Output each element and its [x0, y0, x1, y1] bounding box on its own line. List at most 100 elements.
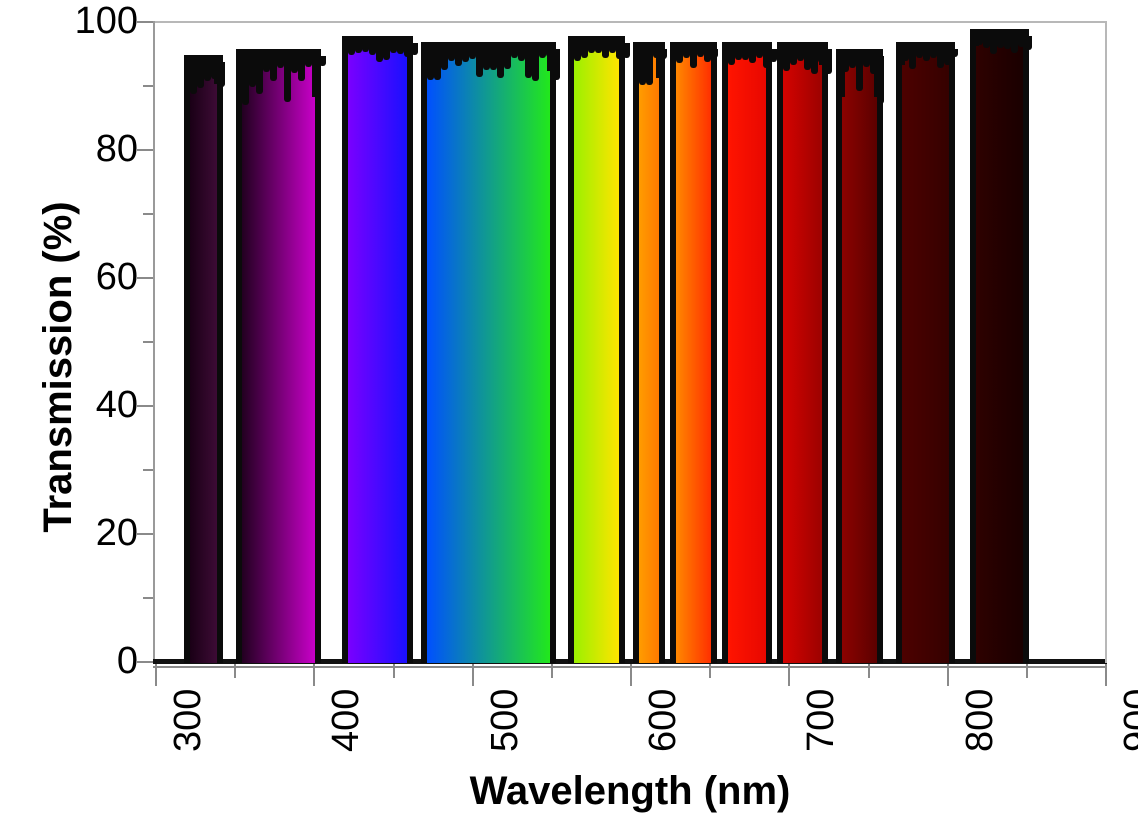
plot-area — [155, 21, 1107, 663]
band-top-ripple — [930, 49, 937, 59]
band-top-ripple — [855, 55, 863, 91]
x-minor-tick-350 — [234, 664, 237, 678]
band-top-ripple — [189, 62, 197, 94]
x-major-tick-400 — [313, 664, 316, 686]
band-top-ripple — [983, 36, 991, 49]
x-tick-label-600: 600 — [642, 688, 684, 752]
band-top-ripple — [937, 49, 944, 68]
band-orange-band-610 — [633, 42, 668, 663]
band-top-ripple — [703, 49, 711, 63]
band-top-ripple — [574, 42, 582, 61]
y-major-tick-0 — [137, 661, 155, 663]
band-yellowgreen-band-575 — [568, 35, 631, 663]
y-major-tick-20 — [137, 533, 155, 535]
band-fill — [783, 49, 833, 663]
band-top-ripple — [609, 42, 617, 53]
band-top-ripple — [825, 49, 833, 75]
band-top-ripple — [511, 49, 518, 58]
band-top-ripple — [304, 55, 312, 68]
band-top-ripple — [504, 49, 511, 69]
band-top-ripple — [427, 49, 434, 81]
band-top-ripple — [783, 49, 791, 72]
y-tick-label-80: 80 — [95, 128, 138, 170]
band-top-ripple — [203, 62, 211, 81]
band-top-ripple — [269, 55, 277, 82]
band-top-ripple — [804, 49, 812, 70]
band-top-ripple — [476, 49, 483, 78]
band-top-ripple — [403, 42, 411, 58]
x-axis-baseline-rule — [153, 666, 1107, 668]
band-violet-band-380 — [235, 48, 326, 663]
band-top-ripple — [797, 49, 805, 62]
band-top-ripple — [790, 49, 798, 65]
band-top-ripple — [361, 42, 369, 53]
band-top-ripple — [916, 49, 923, 59]
band-top-ripple — [283, 55, 291, 103]
y-major-tick-100 — [137, 21, 155, 23]
band-top-ripple — [951, 49, 958, 58]
band-top-ripple — [546, 49, 553, 58]
band-top-ripple — [997, 36, 1005, 49]
band-top-ripple — [602, 42, 610, 58]
band-top-ripple — [682, 49, 690, 58]
band-fill — [347, 42, 418, 663]
band-top-ripple — [347, 42, 355, 56]
x-major-tick-800 — [946, 664, 949, 686]
x-tick-label-500: 500 — [483, 688, 526, 752]
y-axis-line — [153, 21, 155, 663]
band-top-ripple — [616, 42, 624, 60]
band-fill — [727, 49, 777, 663]
x-major-tick-500 — [471, 664, 474, 686]
band-deepred-band-710 — [777, 42, 833, 663]
x-minor-tick-850 — [1025, 664, 1028, 678]
y-minor-tick-10 — [143, 597, 155, 599]
y-minor-tick-70 — [143, 213, 155, 215]
band-fill — [976, 36, 1033, 663]
x-tick-label-800: 800 — [958, 688, 1001, 752]
band-top-ripple — [869, 55, 877, 75]
band-fill — [574, 42, 631, 663]
band-top-ripple — [262, 55, 270, 73]
band-top-ripple — [255, 55, 263, 95]
band-top-ripple — [1025, 36, 1033, 50]
band-top-ripple — [525, 49, 532, 78]
band-top-ripple — [848, 55, 856, 69]
band-top-ripple — [389, 42, 397, 54]
band-top-ripple — [734, 49, 742, 60]
band-top-ripple — [455, 49, 462, 66]
x-major-tick-300 — [155, 664, 157, 686]
band-top-ripple — [769, 49, 777, 63]
band-top-ripple — [696, 49, 704, 58]
band-top-ripple — [297, 55, 305, 82]
band-fill — [189, 62, 225, 663]
band-cyan-green-band-510 — [421, 42, 560, 663]
band-top-ripple — [811, 49, 819, 75]
band-top-ripple — [923, 49, 930, 62]
y-axis-tick-labels: 100 80 60 40 20 0 — [20, 0, 138, 826]
band-top-ripple — [762, 49, 770, 68]
band-top-ripple — [990, 36, 998, 54]
band-fill — [675, 49, 718, 663]
band-top-ripple — [710, 49, 718, 59]
band-top-ripple — [553, 49, 560, 81]
band-nir-band-835 — [970, 29, 1033, 663]
x-minor-tick-550 — [550, 664, 553, 678]
band-top-ripple — [1004, 36, 1012, 49]
band-top-ripple — [462, 49, 469, 62]
y-tick-label-40: 40 — [95, 384, 138, 426]
band-top-ripple — [368, 42, 376, 55]
band-top-ripple — [217, 62, 225, 88]
band-fill — [241, 55, 326, 663]
band-top-ripple — [248, 55, 256, 88]
y-major-tick-80 — [137, 149, 155, 151]
x-major-tick-900 — [1105, 664, 1107, 686]
x-minor-tick-450 — [392, 664, 395, 678]
band-fill — [427, 49, 560, 663]
band-top-ripple — [841, 55, 849, 73]
band-red-band-675 — [721, 42, 777, 663]
band-fill — [841, 55, 884, 663]
band-top-ripple — [581, 42, 589, 59]
y-minor-tick-30 — [143, 469, 155, 471]
band-top-ripple — [588, 42, 596, 54]
